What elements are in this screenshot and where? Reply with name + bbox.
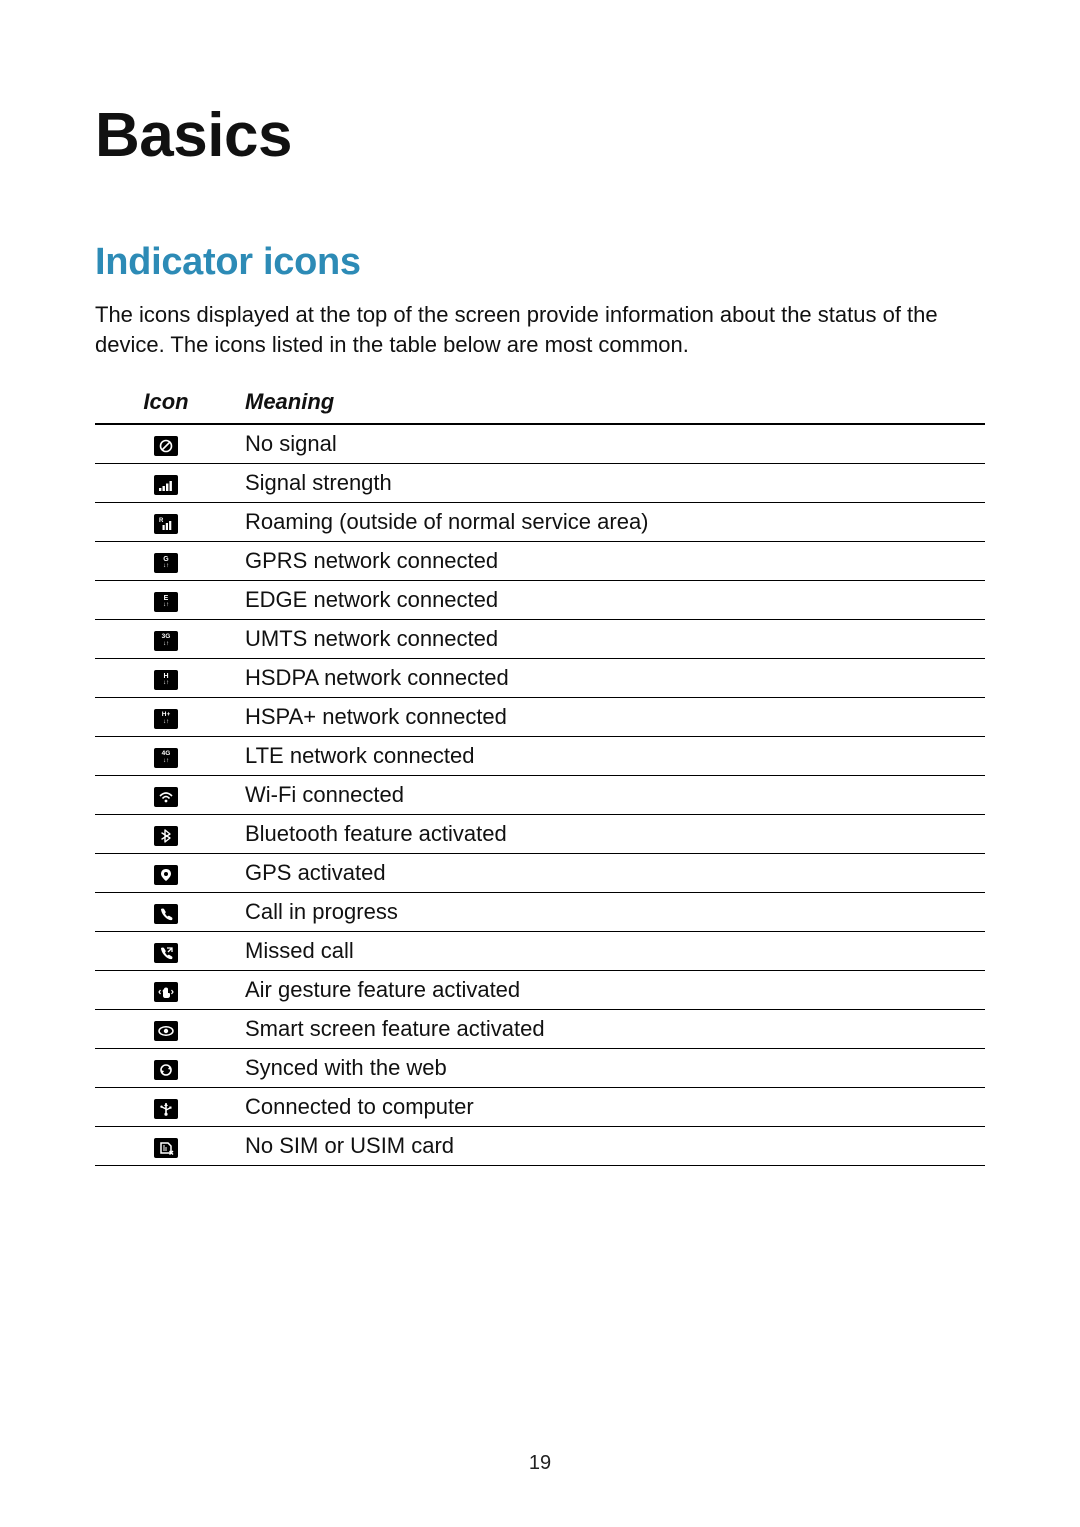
- cell-meaning: HSDPA network connected: [245, 659, 985, 698]
- cell-icon: [95, 424, 245, 464]
- table-row: Air gesture feature activated: [95, 971, 985, 1010]
- table-row: No SIM or USIM card: [95, 1127, 985, 1166]
- cell-meaning: EDGE network connected: [245, 581, 985, 620]
- cell-icon: [95, 932, 245, 971]
- cell-icon: H↓↑: [95, 659, 245, 698]
- svg-text:R: R: [159, 518, 164, 524]
- table-row: 3G↓↑ UMTS network connected: [95, 620, 985, 659]
- missed-call-icon: [154, 943, 178, 963]
- col-header-icon: Icon: [95, 381, 245, 424]
- table-row: Synced with the web: [95, 1049, 985, 1088]
- cell-meaning: Wi-Fi connected: [245, 776, 985, 815]
- signal-strength-icon: [154, 475, 178, 495]
- table-row: H+↓↑ HSPA+ network connected: [95, 698, 985, 737]
- cell-icon: [95, 776, 245, 815]
- cell-meaning: Connected to computer: [245, 1088, 985, 1127]
- section-title-indicator-icons: Indicator icons: [95, 241, 985, 284]
- page-number: 19: [0, 1452, 1080, 1475]
- cell-meaning: Air gesture feature activated: [245, 971, 985, 1010]
- indicator-icons-table: Icon Meaning No signal Signal strengthR …: [95, 381, 985, 1166]
- cell-meaning: GPS activated: [245, 854, 985, 893]
- umts-icon: 3G↓↑: [154, 631, 178, 651]
- no-sim-icon: [154, 1138, 178, 1158]
- cell-icon: [95, 893, 245, 932]
- bluetooth-icon: [154, 826, 178, 846]
- section-intro: The icons displayed at the top of the sc…: [95, 300, 985, 359]
- gprs-icon: G↓↑: [154, 553, 178, 573]
- page-title: Basics: [95, 100, 985, 171]
- table-row: G↓↑ GPRS network connected: [95, 542, 985, 581]
- cell-meaning: Roaming (outside of normal service area): [245, 503, 985, 542]
- table-row: E↓↑ EDGE network connected: [95, 581, 985, 620]
- table-row: Signal strength: [95, 464, 985, 503]
- gps-icon: [154, 865, 178, 885]
- air-gesture-icon: [154, 982, 178, 1002]
- cell-meaning: LTE network connected: [245, 737, 985, 776]
- cell-meaning: Synced with the web: [245, 1049, 985, 1088]
- wifi-icon: [154, 787, 178, 807]
- table-row: H↓↑ HSDPA network connected: [95, 659, 985, 698]
- cell-icon: [95, 1088, 245, 1127]
- table-header-row: Icon Meaning: [95, 381, 985, 424]
- table-row: Missed call: [95, 932, 985, 971]
- cell-icon: [95, 854, 245, 893]
- col-header-meaning: Meaning: [245, 381, 985, 424]
- cell-icon: [95, 1010, 245, 1049]
- cell-icon: [95, 815, 245, 854]
- cell-icon: R: [95, 503, 245, 542]
- cell-meaning: Smart screen feature activated: [245, 1010, 985, 1049]
- cell-meaning: HSPA+ network connected: [245, 698, 985, 737]
- table-row: Wi-Fi connected: [95, 776, 985, 815]
- call-icon: [154, 904, 178, 924]
- cell-icon: [95, 464, 245, 503]
- table-row: GPS activated: [95, 854, 985, 893]
- cell-icon: [95, 971, 245, 1010]
- sync-icon: [154, 1060, 178, 1080]
- cell-meaning: Bluetooth feature activated: [245, 815, 985, 854]
- roaming-icon: R: [154, 514, 178, 534]
- hspa-plus-icon: H+↓↑: [154, 709, 178, 729]
- cell-icon: [95, 1049, 245, 1088]
- cell-icon: G↓↑: [95, 542, 245, 581]
- smart-screen-icon: [154, 1021, 178, 1041]
- cell-meaning: No SIM or USIM card: [245, 1127, 985, 1166]
- table-row: 4G↓↑ LTE network connected: [95, 737, 985, 776]
- table-row: No signal: [95, 424, 985, 464]
- no-signal-icon: [154, 436, 178, 456]
- table-row: Smart screen feature activated: [95, 1010, 985, 1049]
- table-row: R Roaming (outside of normal service are…: [95, 503, 985, 542]
- table-row: Bluetooth feature activated: [95, 815, 985, 854]
- cell-meaning: Missed call: [245, 932, 985, 971]
- cell-meaning: Call in progress: [245, 893, 985, 932]
- cell-icon: 3G↓↑: [95, 620, 245, 659]
- cell-icon: 4G↓↑: [95, 737, 245, 776]
- table-row: Call in progress: [95, 893, 985, 932]
- hsdpa-icon: H↓↑: [154, 670, 178, 690]
- cell-meaning: UMTS network connected: [245, 620, 985, 659]
- cell-icon: [95, 1127, 245, 1166]
- cell-meaning: GPRS network connected: [245, 542, 985, 581]
- cell-meaning: No signal: [245, 424, 985, 464]
- usb-icon: [154, 1099, 178, 1119]
- cell-icon: E↓↑: [95, 581, 245, 620]
- table-row: Connected to computer: [95, 1088, 985, 1127]
- edge-icon: E↓↑: [154, 592, 178, 612]
- cell-meaning: Signal strength: [245, 464, 985, 503]
- lte-icon: 4G↓↑: [154, 748, 178, 768]
- cell-icon: H+↓↑: [95, 698, 245, 737]
